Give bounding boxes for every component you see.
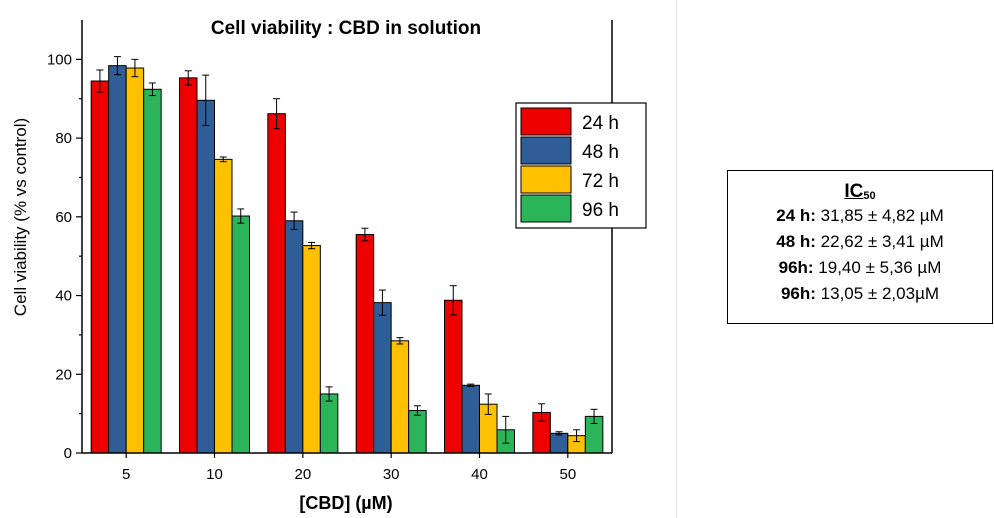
x-tick-label: 50 [559,466,576,483]
bar [373,302,392,454]
ic50-row-value: 22,62 ± 3,41 µM [815,232,944,251]
y-tick-label: 0 [64,445,72,462]
bar [444,299,463,454]
y-tick-label: 60 [55,209,72,226]
legend-label: 24 h [582,113,619,134]
bar [390,340,410,454]
bar [231,215,250,454]
legend-swatch [520,165,572,194]
ic50-row: 24 h: 31,85 ± 4,82 µM [728,203,992,229]
x-axis-label: [CBD] (µM) [299,493,392,513]
axes-layer: 0 20 40 60 80 100 5 10 20 30 40 50 [47,20,613,483]
y-tick-label: 40 [55,288,72,305]
x-tick-label: 30 [383,466,400,483]
x-tick-label: 5 [122,466,130,483]
ic50-row-value: 19,40 ± 5,36 µM [813,258,942,277]
ic50-row-label: 96h: [778,258,814,277]
ic50-row: 96h: 19,40 ± 5,36 µM [728,255,992,281]
bar [90,80,110,454]
bar [214,158,233,454]
bar [355,234,375,454]
bar [549,432,569,454]
ic50-title-sub: 50 [863,190,876,202]
ic50-row-label: 96h: [780,284,816,303]
bar-chart: 0 20 40 60 80 100 5 10 20 30 40 50 Cell viability :… [11,18,647,513]
ic50-row: 48 h: 22,62 ± 3,41 µM [728,229,992,255]
x-tick-label: 20 [294,466,311,483]
bar [143,88,162,454]
ic50-title: IC50 [728,181,992,203]
bar [108,65,127,454]
ic50-row-label: 48 h: [776,232,816,251]
bar [408,409,427,454]
legend-swatch [520,107,572,136]
ic50-row-value: 13,05 ± 2,03µM [815,284,940,303]
y-tick-label: 20 [55,366,72,383]
ic50-row: 96h: 13,05 ± 2,03µM [728,281,992,307]
legend-label: 72 h [582,171,619,192]
legend: 24 h 48 h 72 h 96 h [515,102,647,229]
ic50-box: IC50 24 h: 31,85 ± 4,82 µM 48 h: 22,62 ±… [727,170,993,324]
bar [179,77,198,454]
bar [461,384,480,454]
x-tick-label: 10 [206,466,223,483]
y-tick-label: 80 [55,130,72,147]
legend-swatch [520,136,572,165]
divider [676,0,677,518]
y-tick-label: 100 [47,51,72,68]
y-axis-label: Cell viability (% vs control) [11,118,30,316]
bar [319,393,339,454]
legend-label: 48 h [582,142,619,163]
legend-label: 96 h [582,200,619,221]
bar [125,67,145,454]
bars-layer [90,56,604,454]
ic50-title-main: IC [844,181,864,202]
ic50-row-value: 31,85 ± 4,82 µM [815,206,944,225]
ic50-row-label: 24 h: [776,206,816,225]
bar [302,245,321,454]
legend-swatch [520,194,572,223]
bar [196,99,215,454]
bar [267,113,286,454]
x-tick-label: 40 [471,466,488,483]
bar [284,220,304,454]
chart-title: Cell viability : CBD in solution [211,18,481,39]
